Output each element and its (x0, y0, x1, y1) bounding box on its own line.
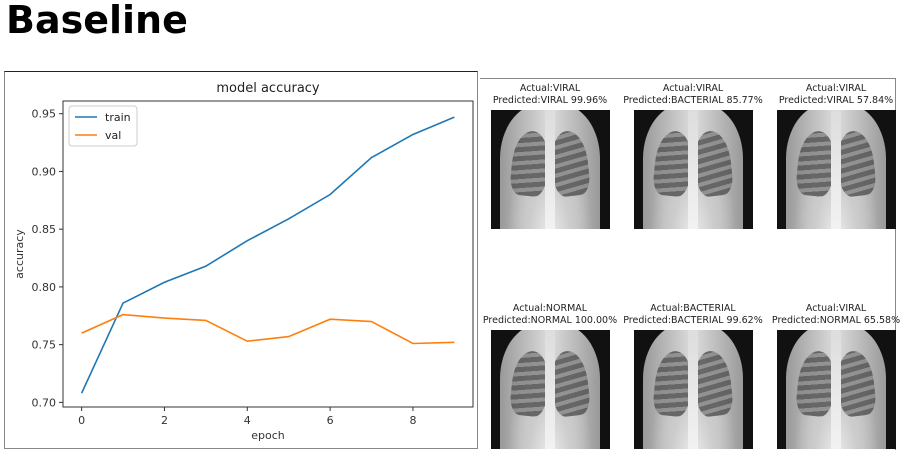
x-axis-label: epoch (251, 429, 285, 442)
legend-label-val: val (105, 129, 121, 142)
chest-xray-image (490, 110, 610, 229)
chest-xray-image (633, 110, 753, 229)
y-tick-label: 0.70 (32, 396, 57, 409)
actual-label: Actual:VIRAL (662, 83, 724, 94)
predicted-label: Predicted:NORMAL 65.58% (771, 315, 901, 326)
predicted-label: Predicted:NORMAL 100.00% (482, 315, 618, 326)
accuracy-chart: model accuracy 0 2 4 6 8 0.70 0.75 0.80 0.85 0.90 0… (13, 81, 474, 442)
y-axis-label: accuracy (13, 229, 26, 279)
prediction-cell: Actual:VIRAL Predicted:NORMAL 65.58% (766, 303, 905, 449)
x-tick-label: 6 (327, 414, 334, 427)
x-tick-label: 2 (161, 414, 168, 427)
y-tick-label: 0.75 (32, 339, 57, 352)
x-tick-label: 0 (78, 414, 85, 427)
chest-xray-image (776, 110, 896, 229)
series-line-val (81, 313, 455, 345)
prediction-cell: Actual:VIRAL Predicted:BACTERIAL 85.77% (623, 83, 763, 229)
legend-label-train: train (105, 111, 131, 124)
x-tick-label: 8 (409, 414, 416, 427)
prediction-cell: Actual:VIRAL Predicted:VIRAL 99.96% (480, 83, 620, 229)
actual-label: Actual:BACTERIAL (650, 303, 736, 314)
y-tick-label: 0.80 (32, 281, 57, 294)
prediction-cell: Actual:BACTERIAL Predicted:BACTERIAL 99.… (623, 303, 763, 449)
y-tick-label: 0.95 (32, 108, 57, 121)
accuracy-chart-panel: model accuracy 0 2 4 6 8 0.70 0.75 0.80 0.85 0.90 0… (4, 71, 478, 449)
chest-xray-image (633, 330, 753, 449)
legend-box (68, 105, 138, 147)
y-tick-label: 0.90 (32, 165, 57, 178)
predicted-label: Predicted:BACTERIAL 85.77% (623, 95, 763, 106)
prediction-cell: Actual:NORMAL Predicted:NORMAL 100.00% (480, 303, 620, 449)
chest-xray-image (776, 330, 896, 449)
predicted-label: Predicted:VIRAL 57.84% (778, 95, 894, 106)
chart-title: model accuracy (216, 81, 320, 96)
x-tick-label: 4 (244, 414, 251, 427)
chest-xray-image (490, 330, 610, 449)
actual-label: Actual:VIRAL (519, 83, 581, 94)
xray-predictions-grid: Actual:VIRAL Predicted:VIRAL 99.96% Actu… (480, 78, 900, 450)
actual-label: Actual:VIRAL (805, 83, 867, 94)
series-line-train (80, 116, 455, 394)
y-tick-label: 0.85 (32, 223, 57, 236)
plot-frame (62, 100, 474, 408)
actual-label: Actual:VIRAL (805, 303, 867, 314)
actual-label: Actual:NORMAL (512, 303, 588, 314)
predicted-label: Predicted:VIRAL 99.96% (492, 95, 608, 106)
predicted-label: Predicted:BACTERIAL 99.62% (623, 315, 763, 326)
page-title: Baseline (6, 0, 188, 42)
prediction-cell: Actual:VIRAL Predicted:VIRAL 57.84% (766, 83, 905, 229)
